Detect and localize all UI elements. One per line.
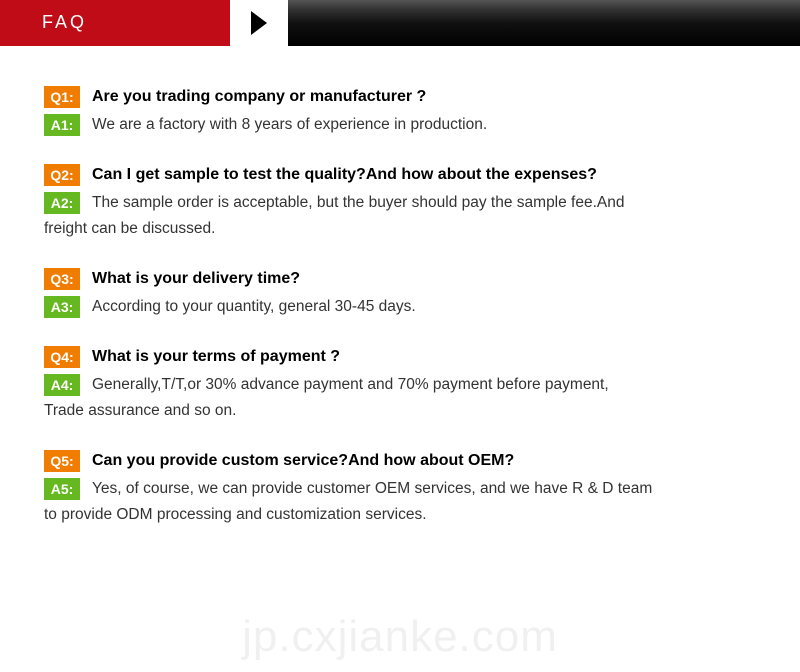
answer-row: A4: Generally,T/T,or 30% advance payment…	[44, 374, 756, 396]
header-bar: FAQ	[0, 0, 800, 46]
faq-item: Q3: What is your delivery time? A3: Acco…	[44, 268, 756, 318]
header-title: FAQ	[0, 0, 230, 46]
answer-continuation: freight can be discussed.	[44, 218, 756, 240]
question-text: What is your terms of payment ?	[92, 346, 340, 368]
question-text: What is your delivery time?	[92, 268, 300, 290]
answer-text: We are a factory with 8 years of experie…	[92, 114, 487, 136]
arrow-icon	[251, 11, 267, 35]
answer-continuation: to provide ODM processing and customizat…	[44, 504, 756, 526]
question-badge: Q5:	[44, 450, 80, 472]
answer-row: A3: According to your quantity, general …	[44, 296, 756, 318]
answer-continuation: Trade assurance and so on.	[44, 400, 756, 422]
answer-text: The sample order is acceptable, but the …	[92, 192, 625, 214]
faq-item: Q5: Can you provide custom service?And h…	[44, 450, 756, 526]
question-badge: Q1:	[44, 86, 80, 108]
answer-text: According to your quantity, general 30-4…	[92, 296, 416, 318]
question-badge: Q2:	[44, 164, 80, 186]
question-text: Can you provide custom service?And how a…	[92, 450, 514, 472]
answer-row: A2: The sample order is acceptable, but …	[44, 192, 756, 214]
answer-text: Generally,T/T,or 30% advance payment and…	[92, 374, 609, 396]
question-badge: Q3:	[44, 268, 80, 290]
faq-list: Q1: Are you trading company or manufactu…	[0, 46, 800, 526]
question-row: Q3: What is your delivery time?	[44, 268, 756, 290]
header-stripe	[288, 0, 800, 46]
answer-row: A1: We are a factory with 8 years of exp…	[44, 114, 756, 136]
answer-text: Yes, of course, we can provide customer …	[92, 478, 652, 500]
question-row: Q5: Can you provide custom service?And h…	[44, 450, 756, 472]
question-row: Q4: What is your terms of payment ?	[44, 346, 756, 368]
faq-item: Q1: Are you trading company or manufactu…	[44, 86, 756, 136]
question-text: Can I get sample to test the quality?And…	[92, 164, 597, 186]
arrow-block	[230, 0, 288, 46]
faq-item: Q4: What is your terms of payment ? A4: …	[44, 346, 756, 422]
question-row: Q1: Are you trading company or manufactu…	[44, 86, 756, 108]
answer-row: A5: Yes, of course, we can provide custo…	[44, 478, 756, 500]
answer-badge: A4:	[44, 374, 80, 396]
question-text: Are you trading company or manufacturer …	[92, 86, 426, 108]
question-badge: Q4:	[44, 346, 80, 368]
answer-badge: A3:	[44, 296, 80, 318]
watermark-text: jp.cxjianke.com	[0, 612, 800, 662]
answer-badge: A2:	[44, 192, 80, 214]
answer-badge: A1:	[44, 114, 80, 136]
answer-badge: A5:	[44, 478, 80, 500]
faq-item: Q2: Can I get sample to test the quality…	[44, 164, 756, 240]
question-row: Q2: Can I get sample to test the quality…	[44, 164, 756, 186]
